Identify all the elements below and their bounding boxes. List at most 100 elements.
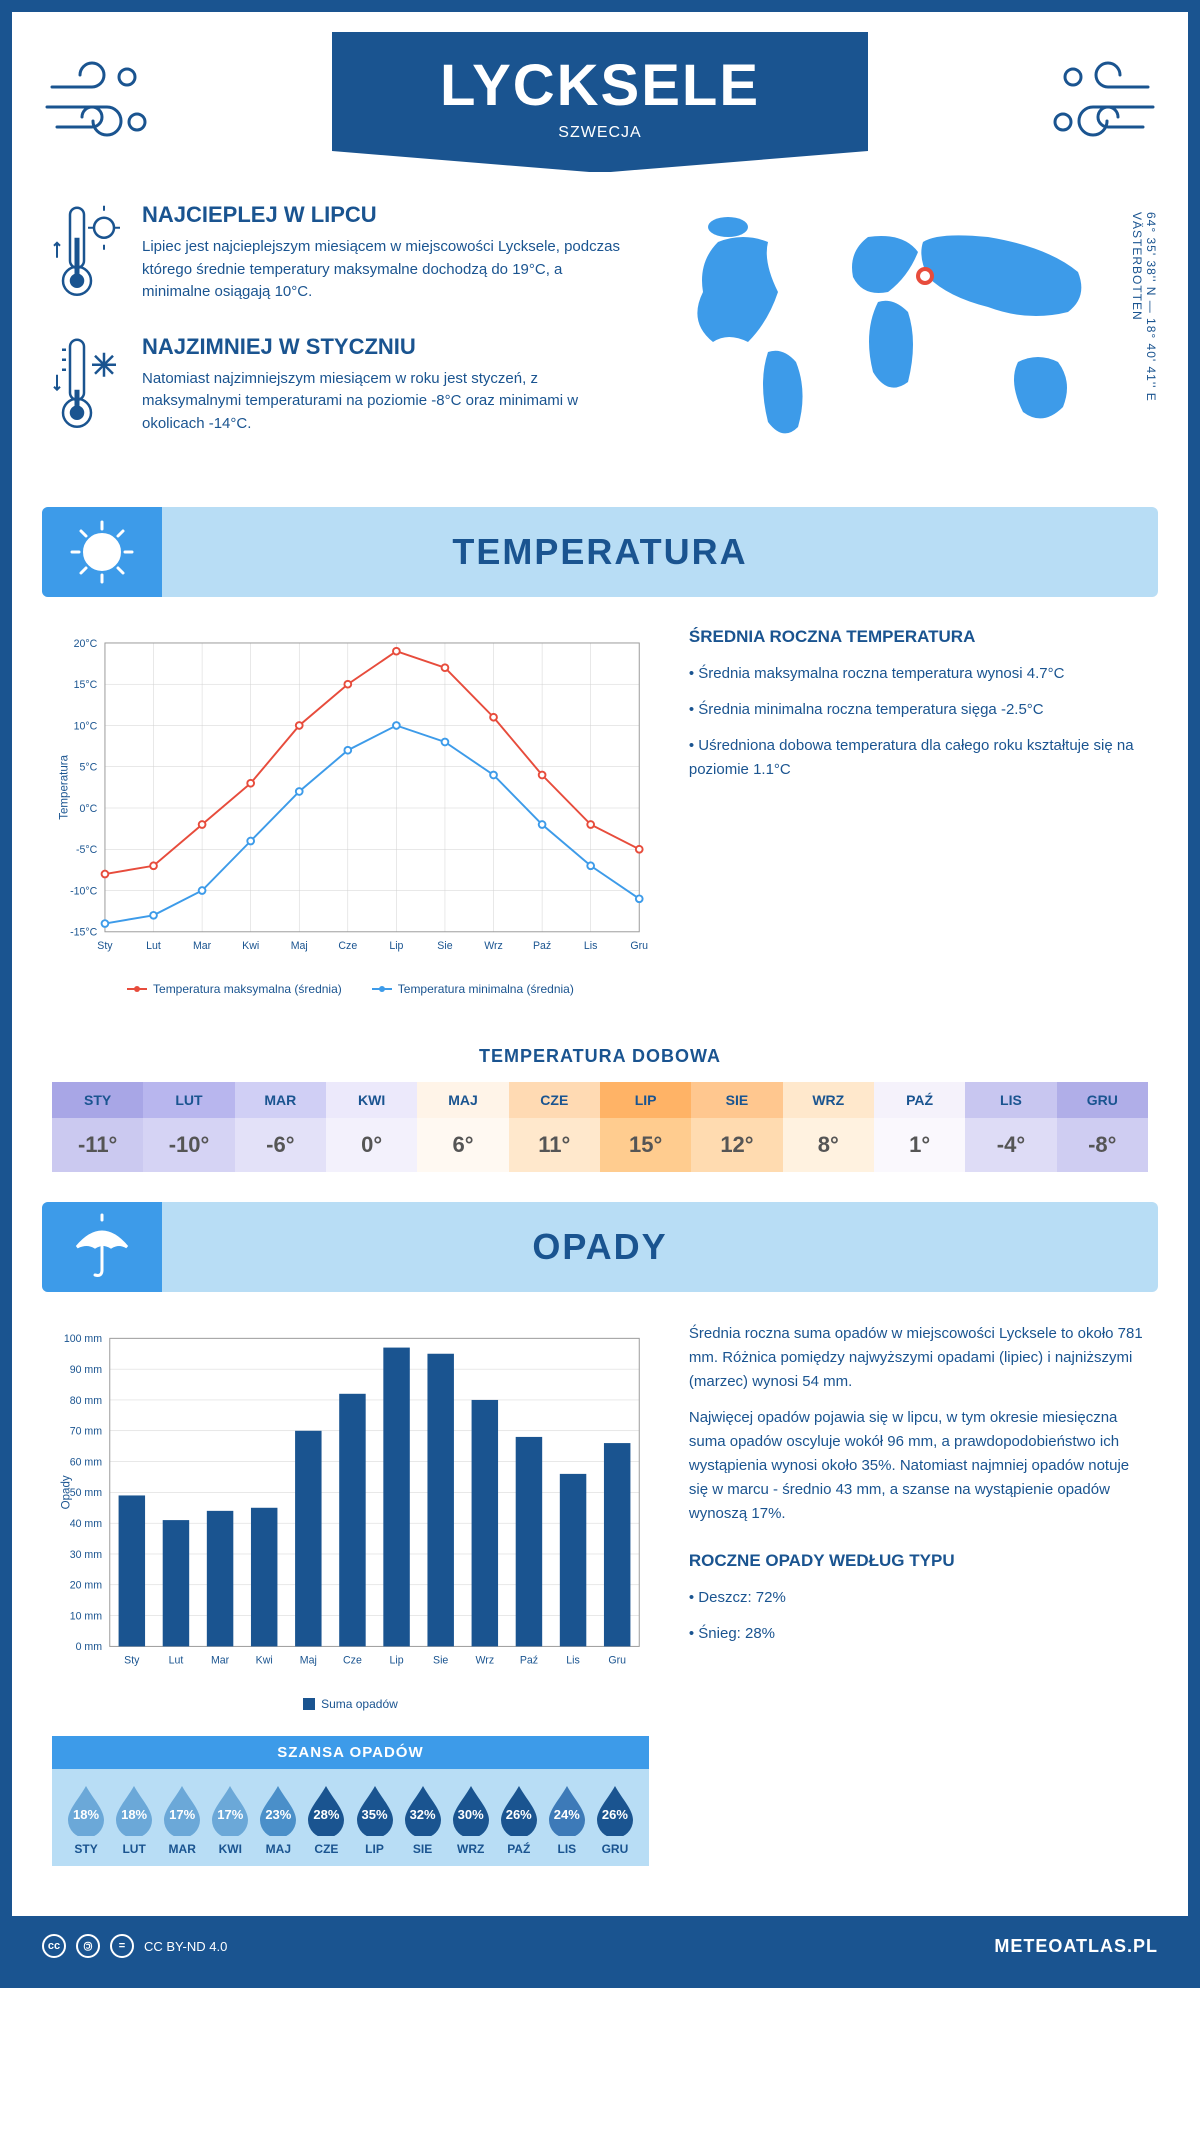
temp-info-bullets: • Średnia maksymalna roczna temperatura …: [689, 662, 1148, 782]
legend-mark-min: [372, 988, 392, 990]
svg-text:Sie: Sie: [437, 940, 452, 952]
temp-table-cell: LUT-10°: [143, 1082, 234, 1172]
temp-bullet: • Uśredniona dobowa temperatura dla całe…: [689, 734, 1148, 782]
svg-text:0°C: 0°C: [79, 803, 97, 815]
footer: cc 🄯 = CC BY-ND 4.0 METEOATLAS.PL: [12, 1916, 1188, 1976]
wind-icon-left: [42, 57, 162, 147]
temp-bullet: • Średnia minimalna roczna temperatura s…: [689, 698, 1148, 722]
daily-temp-title: TEMPERATURA DOBOWA: [12, 1046, 1188, 1067]
precip-type-bullet: • Śnieg: 28%: [689, 1622, 1148, 1646]
precip-chance-item: 28% CZE: [302, 1784, 350, 1856]
precip-chance-item: 18% STY: [62, 1784, 110, 1856]
precip-info: Średnia roczna suma opadów w miejscowośc…: [689, 1322, 1148, 1866]
svg-text:15°C: 15°C: [74, 679, 98, 691]
svg-text:Sty: Sty: [97, 940, 113, 952]
sun-icon-tab: [42, 507, 162, 597]
temp-info-title: ŚREDNIA ROCZNA TEMPERATURA: [689, 627, 1148, 647]
temp-table-cell: KWI0°: [326, 1082, 417, 1172]
umbrella-icon: [67, 1212, 137, 1282]
wind-icon-right: [1038, 57, 1158, 147]
svg-text:10°C: 10°C: [74, 720, 98, 732]
temp-chart-row: -15°C-10°C-5°C0°C5°C10°C15°C20°CStyLutMa…: [12, 597, 1188, 1026]
precip-chance-item: 23% MAJ: [254, 1784, 302, 1856]
svg-text:10 mm: 10 mm: [70, 1610, 103, 1622]
svg-text:100 mm: 100 mm: [64, 1333, 102, 1345]
precip-section-header: OPADY: [42, 1202, 1158, 1292]
precip-chart-row: 0 mm10 mm20 mm30 mm40 mm50 mm60 mm70 mm8…: [12, 1292, 1188, 1896]
svg-text:Lip: Lip: [389, 940, 403, 952]
svg-text:Gru: Gru: [630, 940, 648, 952]
svg-text:Lut: Lut: [146, 940, 161, 952]
precip-chance-item: 35% LIP: [350, 1784, 398, 1856]
warmest-title: NAJCIEPLEJ W LIPCU: [142, 202, 628, 228]
precip-chance-item: 24% LIS: [543, 1784, 591, 1856]
legend-precip: Suma opadów: [303, 1697, 398, 1711]
cc-icon: cc: [42, 1934, 66, 1958]
precip-chance-block: SZANSA OPADÓW 18% STY 18% LUT 17% MAR 17…: [52, 1736, 649, 1866]
precip-legend: Suma opadów: [52, 1697, 649, 1711]
svg-text:40 mm: 40 mm: [70, 1518, 103, 1530]
footer-site: METEOATLAS.PL: [994, 1936, 1158, 1957]
temp-info: ŚREDNIA ROCZNA TEMPERATURA • Średnia mak…: [689, 627, 1148, 996]
temp-bullet: • Średnia maksymalna roczna temperatura …: [689, 662, 1148, 686]
legend-precip-label: Suma opadów: [321, 1697, 398, 1711]
warmest-text: NAJCIEPLEJ W LIPCU Lipiec jest najcieple…: [142, 202, 628, 304]
precip-chance-item: 26% GRU: [591, 1784, 639, 1856]
map-pin-icon: [916, 267, 934, 285]
svg-text:Kwi: Kwi: [256, 1655, 273, 1667]
legend-mark-max: [127, 988, 147, 990]
legend-max-label: Temperatura maksymalna (średnia): [153, 982, 342, 996]
temperature-line-chart: -15°C-10°C-5°C0°C5°C10°C15°C20°CStyLutMa…: [52, 627, 649, 967]
svg-text:Gru: Gru: [608, 1655, 626, 1667]
svg-text:Lis: Lis: [566, 1655, 580, 1667]
svg-text:Lip: Lip: [390, 1655, 404, 1667]
legend-min: Temperatura minimalna (średnia): [372, 982, 574, 996]
thermometer-cold-icon: [52, 334, 122, 436]
precipitation-bar-chart: 0 mm10 mm20 mm30 mm40 mm50 mm60 mm70 mm8…: [52, 1322, 649, 1682]
legend-precip-mark: [303, 1698, 315, 1710]
intro-section: NAJCIEPLEJ W LIPCU Lipiec jest najcieple…: [12, 172, 1188, 487]
precip-type-bullet: • Deszcz: 72%: [689, 1586, 1148, 1610]
svg-text:Opady: Opady: [60, 1475, 72, 1509]
svg-text:-10°C: -10°C: [70, 885, 98, 897]
svg-text:70 mm: 70 mm: [70, 1426, 103, 1438]
by-icon: 🄯: [76, 1934, 100, 1958]
coldest-text: NAJZIMNIEJ W STYCZNIU Natomiast najzimni…: [142, 334, 628, 436]
coordinates-label: 64° 35' 38'' N — 18° 40' 41'' E VÄSTERBO…: [1130, 212, 1158, 467]
legend-min-label: Temperatura minimalna (średnia): [398, 982, 574, 996]
legend-max: Temperatura maksymalna (średnia): [127, 982, 342, 996]
coldest-block: NAJZIMNIEJ W STYCZNIU Natomiast najzimni…: [52, 334, 628, 436]
svg-text:30 mm: 30 mm: [70, 1549, 103, 1561]
precip-section-title: OPADY: [162, 1226, 1158, 1268]
svg-text:Mar: Mar: [193, 940, 212, 952]
license-text: CC BY-ND 4.0: [144, 1939, 227, 1954]
temp-table-cell: PAŹ1°: [874, 1082, 965, 1172]
svg-text:Sie: Sie: [433, 1655, 448, 1667]
svg-text:Lut: Lut: [169, 1655, 184, 1667]
precip-chance-item: 17% KWI: [206, 1784, 254, 1856]
country-subtitle: SZWECJA: [332, 124, 868, 142]
svg-text:Lis: Lis: [584, 940, 598, 952]
svg-text:Sty: Sty: [124, 1655, 140, 1667]
svg-text:20°C: 20°C: [74, 638, 98, 650]
temp-legend: Temperatura maksymalna (średnia) Tempera…: [52, 982, 649, 996]
temp-table-cell: WRZ8°: [783, 1082, 874, 1172]
temp-table-cell: MAR-6°: [235, 1082, 326, 1172]
temp-table-cell: CZE11°: [509, 1082, 600, 1172]
precip-type-title: ROCZNE OPADY WEDŁUG TYPU: [689, 1551, 1148, 1571]
svg-text:50 mm: 50 mm: [70, 1487, 103, 1499]
page: LYCKSELE SZWECJA: [0, 0, 1200, 1988]
temp-table-cell: LIS-4°: [965, 1082, 1056, 1172]
svg-text:Cze: Cze: [338, 940, 357, 952]
svg-text:-5°C: -5°C: [76, 844, 98, 856]
svg-text:60 mm: 60 mm: [70, 1456, 103, 1468]
svg-text:20 mm: 20 mm: [70, 1580, 103, 1592]
svg-text:Temperatura: Temperatura: [58, 754, 70, 819]
temp-chart-area: -15°C-10°C-5°C0°C5°C10°C15°C20°CStyLutMa…: [52, 627, 649, 996]
nd-icon: =: [110, 1934, 134, 1958]
svg-text:Wrz: Wrz: [476, 1655, 495, 1667]
temp-section-header: TEMPERATURA: [42, 507, 1158, 597]
map-wrap: 64° 35' 38'' N — 18° 40' 41'' E VÄSTERBO…: [668, 202, 1148, 467]
temp-table-cell: MAJ6°: [417, 1082, 508, 1172]
precip-info-p2: Najwięcej opadów pojawia się w lipcu, w …: [689, 1406, 1148, 1526]
